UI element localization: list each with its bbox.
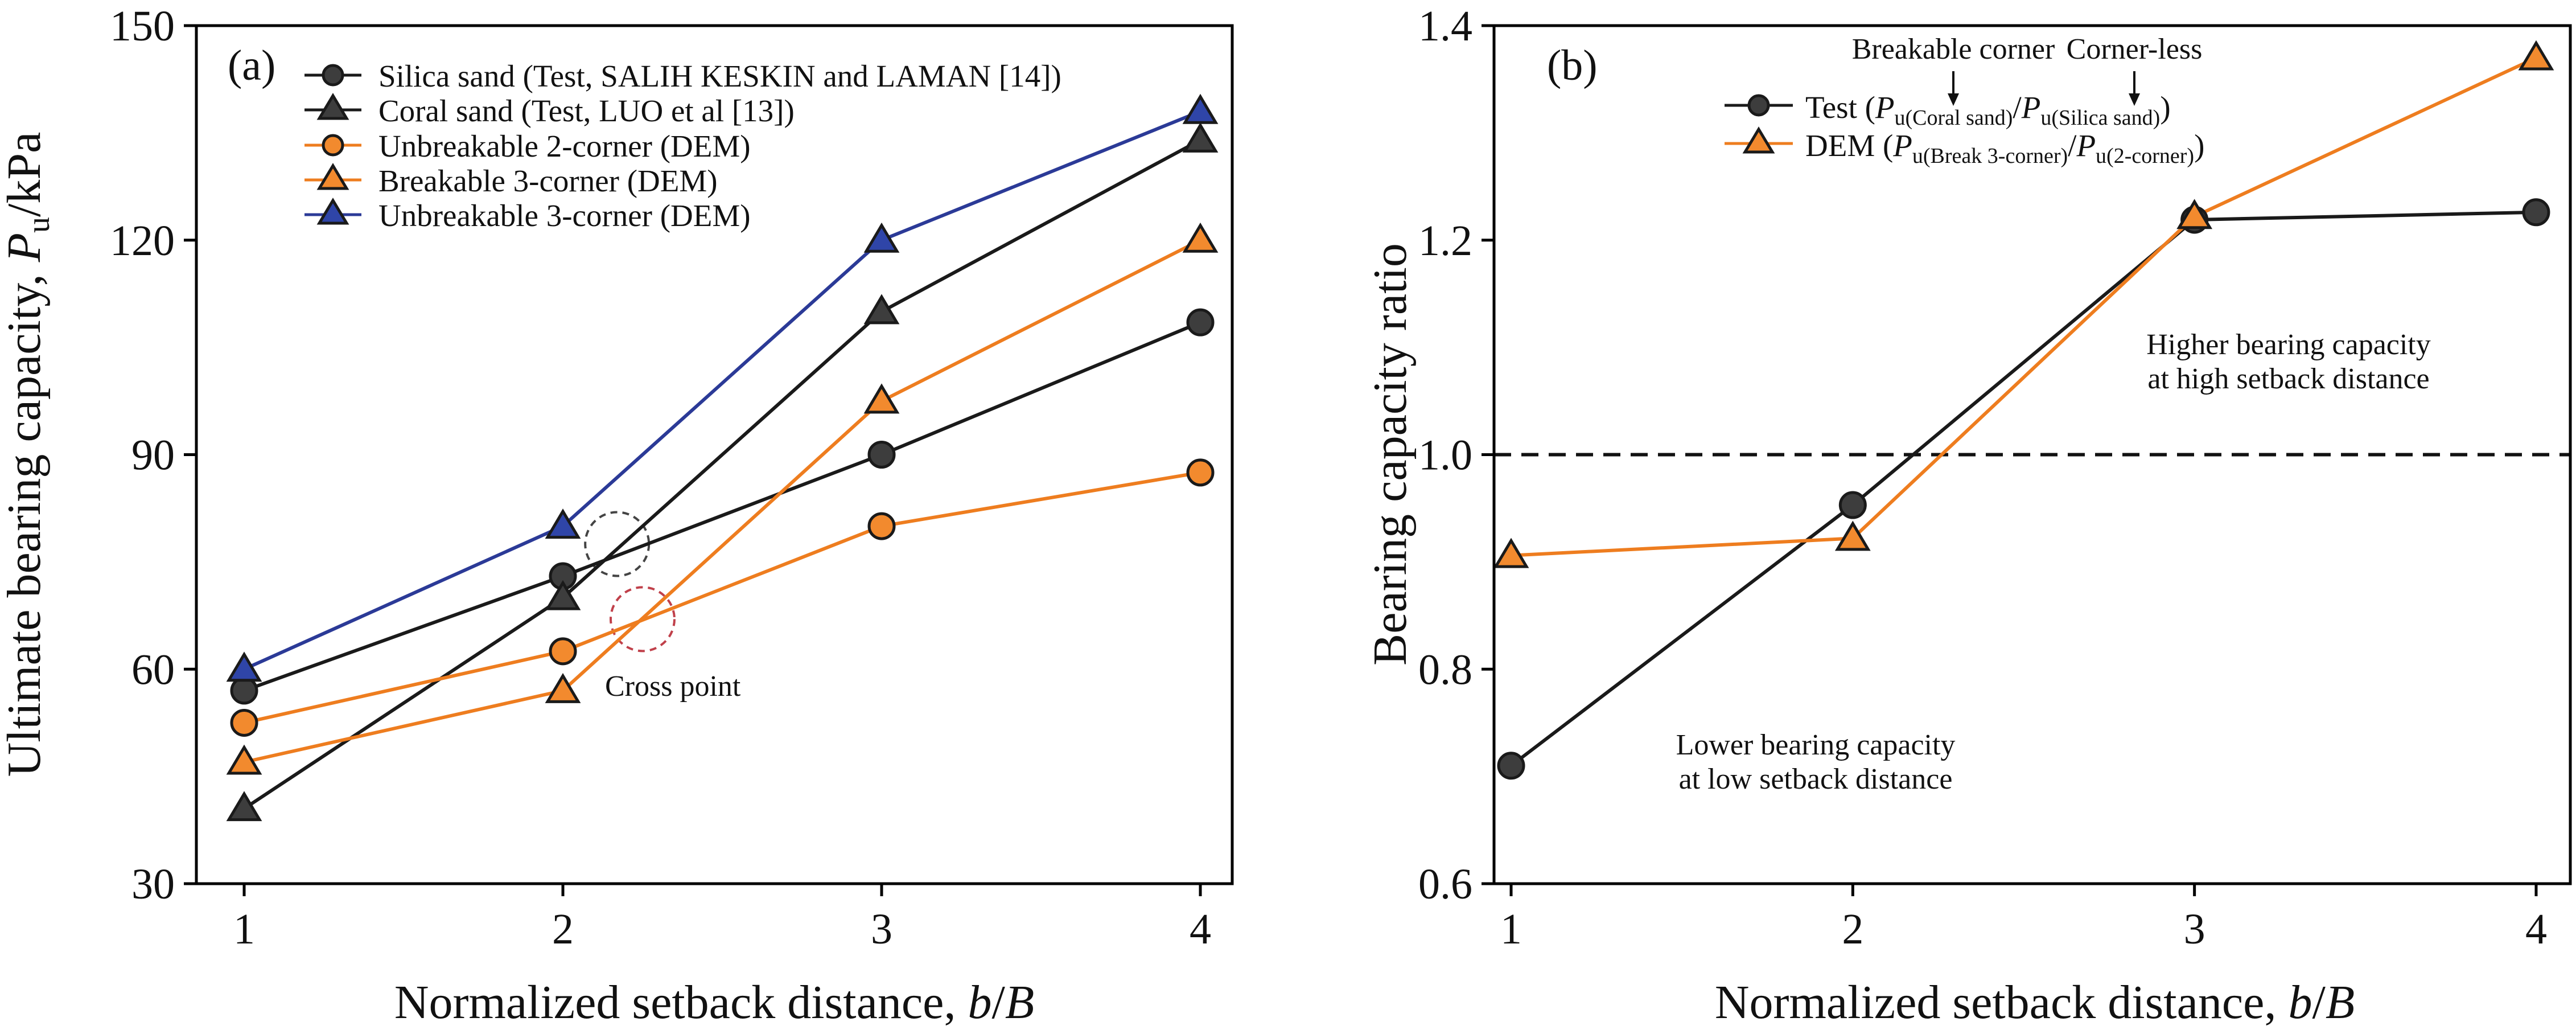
- panel-a-y-axis-title: Ultimate bearing capacity, Pu/kPa: [0, 132, 56, 777]
- a-series-4-point: [545, 508, 581, 539]
- a-x-tick-label: 2: [552, 905, 574, 953]
- b-x-tick-label: 3: [2184, 905, 2205, 953]
- a-series-4-point: [863, 222, 900, 253]
- legend-b-test: Test (Pu(Coral sand)/Pu(Silica sand)): [1725, 90, 2171, 130]
- b-y-tick-label: 0.8: [1418, 646, 1472, 694]
- legend-b-test-marker: [1747, 94, 1770, 117]
- panel-a-legend: Silica sand (Test, SALIH KESKIN and LAMA…: [304, 59, 1061, 233]
- panel-b-legend: Test (Pu(Coral sand)/Pu(Silica sand)) DE…: [1725, 90, 2204, 168]
- b-y-tick-label: 1.2: [1418, 217, 1472, 265]
- legend-b-dem: DEM (Pu(Break 3-corner)/Pu(2-corner)): [1725, 126, 2204, 168]
- a-series-1-point: [1182, 122, 1219, 153]
- legend-a-break3: Breakable 3-corner (DEM): [304, 163, 718, 198]
- a-series-3-point: [226, 744, 262, 775]
- a-series-2-point: [867, 512, 896, 540]
- a-series-3-line: [244, 239, 1201, 764]
- breakable-corner-arrow-icon: [1948, 93, 1959, 106]
- a-x-tick-label: 1: [233, 905, 255, 953]
- legend-a-coral-label: Coral sand (Test, LUO et al [13]): [378, 93, 795, 128]
- a-x-tick-label: 3: [871, 905, 892, 953]
- legend-b-dem-label: DEM (Pu(Break 3-corner)/Pu(2-corner)): [1805, 128, 2204, 168]
- legend-a-unbreak2-label: Unbreakable 2-corner (DEM): [378, 129, 751, 163]
- a-series-1-point: [226, 791, 262, 822]
- legend-a-unbreak3-marker: [316, 198, 349, 225]
- b-series-0-line: [1510, 210, 2537, 768]
- b-y-tick-label: 0.6: [1418, 860, 1472, 908]
- panel-a-x-axis-title: Normalized setback distance, b/B: [394, 976, 1034, 1029]
- higher-capacity-annotation-line2: at high setback distance: [2147, 363, 2429, 395]
- b-series-1-line: [1511, 56, 2537, 557]
- b-series-1-point: [2518, 40, 2554, 71]
- corner-less-arrow-icon: [2129, 93, 2140, 106]
- a-series-3-point: [1182, 222, 1219, 253]
- b-series-1-point: [1493, 537, 1529, 568]
- b-series-1-point: [2176, 199, 2213, 229]
- b-x-tick-label: 2: [1842, 905, 1863, 953]
- a-series-2-line: [244, 470, 1201, 725]
- legend-a-coral: Coral sand (Test, LUO et al [13]): [304, 93, 795, 128]
- legend-a-break3-marker: [316, 163, 349, 190]
- a-series-2-point: [1186, 458, 1215, 487]
- a-series-1-line: [243, 138, 1201, 810]
- a-series-2-point: [549, 637, 577, 666]
- b-series-1-point: [1834, 520, 1871, 551]
- a-y-tick-label: 120: [110, 217, 175, 265]
- a-y-tick-label: 90: [131, 432, 175, 479]
- a-x-tick-label: 4: [1190, 905, 1211, 953]
- higher-capacity-annotation: Higher bearing capacity: [2146, 329, 2431, 361]
- panel-a-label: (a): [228, 42, 275, 89]
- a-y-tick-label: 60: [131, 646, 175, 694]
- highlight-silica-coral-cross: [584, 511, 651, 577]
- a-series-1-point: [863, 294, 900, 325]
- legend-a-silica: Silica sand (Test, SALIH KESKIN and LAMA…: [304, 59, 1061, 93]
- a-y-tick-label: 30: [131, 860, 175, 908]
- legend-a-coral-marker: [316, 93, 349, 120]
- highlight-dem-cross: [610, 586, 676, 653]
- panel-a-chart: 1 2 3 4 30 60 90 120 150 (a) Silica sand (Test, …: [0, 2, 1234, 1029]
- corner-less-annotation: Corner-less: [2067, 33, 2203, 65]
- b-y-tick-label: 1.0: [1418, 432, 1472, 479]
- panel-b-y-axis-title: Bearing capacity ratio: [1364, 243, 1417, 666]
- a-series-1-point: [545, 580, 581, 610]
- a-series-3-point: [863, 383, 900, 414]
- b-x-tick-label: 4: [2525, 905, 2547, 953]
- legend-a-unbreak2-marker: [322, 134, 344, 157]
- b-series-0-point: [1497, 752, 1525, 780]
- panel-b-chart: 1 2 3 4 0.6 0.8 1.0 1.2 1.4 (b) Breakable corner…: [1364, 2, 2572, 1029]
- b-x-tick-label: 1: [1500, 905, 1522, 953]
- breakable-corner-annotation: Breakable corner: [1852, 33, 2055, 65]
- a-series-0-point: [1186, 308, 1215, 337]
- a-series-2-point: [230, 708, 258, 737]
- b-series-0-point: [2522, 198, 2550, 227]
- legend-a-silica-label: Silica sand (Test, SALIH KESKIN and LAMA…: [378, 59, 1061, 93]
- panel-b-label: (b): [1547, 42, 1598, 89]
- legend-b-test-label: Test (Pu(Coral sand)/Pu(Silica sand)): [1805, 90, 2171, 130]
- lower-capacity-annotation-line2: at low setback distance: [1679, 763, 1953, 795]
- legend-a-unbreak3: Unbreakable 3-corner (DEM): [304, 198, 751, 233]
- b-y-tick-label: 1.4: [1418, 2, 1472, 50]
- b-series-0-point: [1838, 491, 1867, 519]
- a-y-tick-label: 150: [110, 2, 175, 50]
- a-series-0-point: [230, 676, 258, 705]
- a-series-4-point: [1182, 93, 1219, 124]
- legend-a-silica-marker: [322, 64, 344, 87]
- panel-b-x-axis-title: Normalized setback distance, b/B: [1715, 976, 2355, 1029]
- a-series-0-point: [867, 441, 896, 469]
- a-series-3-point: [545, 673, 581, 703]
- cross-point-annotation: Cross point: [605, 670, 741, 703]
- a-series-4-point: [226, 651, 262, 682]
- a-series-4-line: [243, 109, 1201, 671]
- legend-b-dem-marker: [1742, 126, 1775, 154]
- legend-a-unbreak3-label: Unbreakable 3-corner (DEM): [378, 198, 751, 233]
- lower-capacity-annotation: Lower bearing capacity: [1676, 729, 1956, 761]
- a-series-0-line: [243, 321, 1201, 692]
- legend-a-break3-label: Breakable 3-corner (DEM): [378, 163, 718, 198]
- legend-a-unbreak2: Unbreakable 2-corner (DEM): [304, 129, 751, 163]
